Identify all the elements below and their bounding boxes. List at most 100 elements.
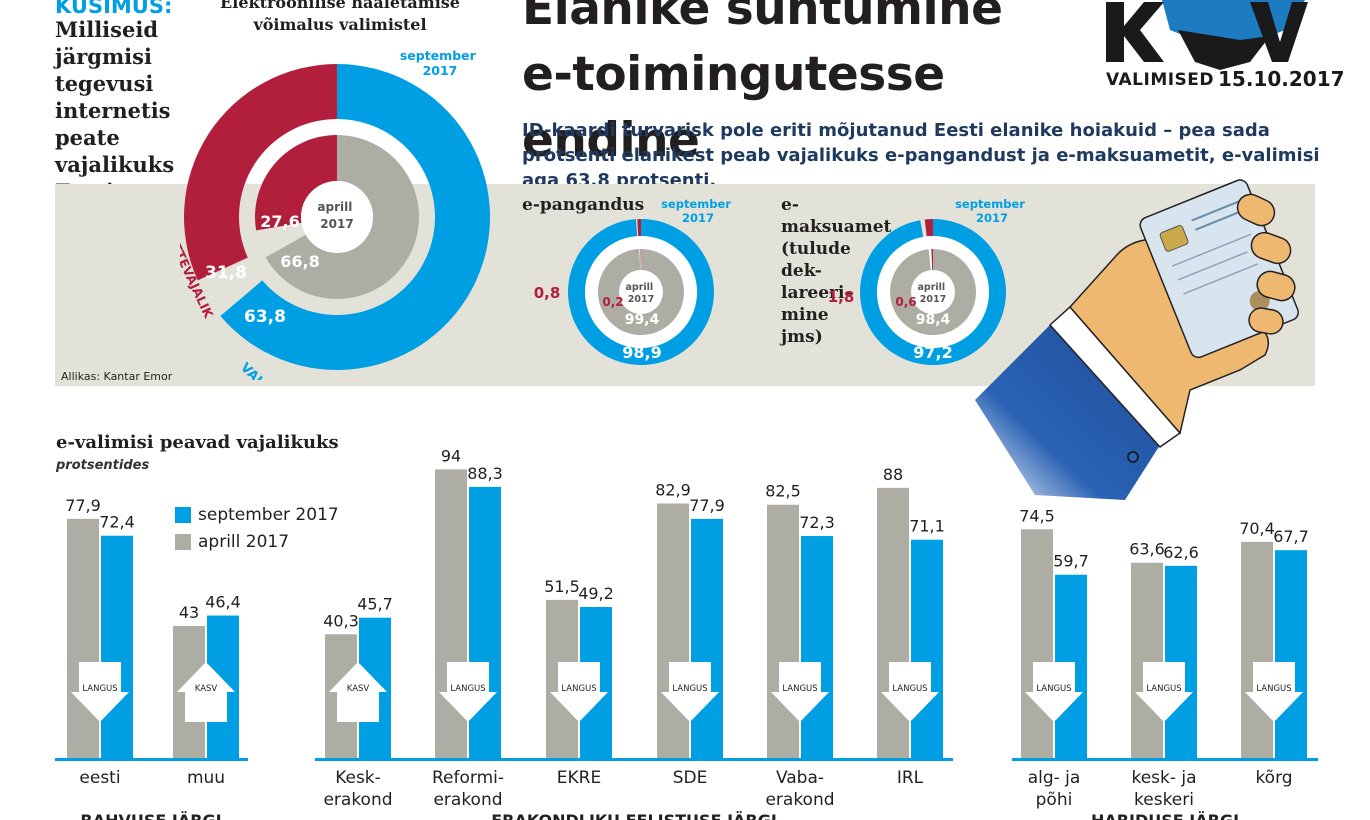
bar-september bbox=[911, 539, 943, 758]
finger-shape bbox=[1256, 270, 1296, 302]
decrease-arrow-icon bbox=[1135, 662, 1193, 722]
legend-label-april: aprill 2017 bbox=[198, 532, 290, 552]
id-card-chip-icon bbox=[1159, 225, 1189, 252]
value-label-september: 59,7 bbox=[1053, 552, 1089, 571]
value-label-september: 45,7 bbox=[357, 595, 393, 614]
e-banking-inner-label-line2: 2017 bbox=[628, 294, 654, 305]
decrease-arrow-icon bbox=[439, 662, 497, 722]
bar-april bbox=[767, 504, 799, 758]
small-0-inner-needed-slice bbox=[598, 249, 685, 335]
main-inner-needed-value: 66,8 bbox=[280, 252, 319, 271]
e-banking-donut: september 2017 aprill 2017 99,4 98,9 0,8… bbox=[534, 197, 731, 365]
category-label: muu bbox=[187, 768, 225, 788]
page-title: Elanike suhtumine e-toimingutesse endine bbox=[522, 0, 1082, 174]
e-banking-rings bbox=[568, 219, 714, 365]
needed-ring-label: VAJALIK bbox=[237, 360, 289, 380]
e-tax-inner-label-line2: 2017 bbox=[920, 294, 946, 305]
increase-arrow-icon bbox=[329, 662, 387, 722]
small-1-inner-not-needed-slice bbox=[931, 249, 933, 273]
arrow-label: LANGUS bbox=[82, 684, 117, 694]
bar-september bbox=[469, 486, 501, 758]
arrow-label: LANGUS bbox=[782, 684, 817, 694]
main-inner-needed-slice bbox=[265, 135, 420, 299]
main-outer-needed-slice bbox=[220, 64, 490, 370]
e-tax-outer-not-needed-value: 1,8 bbox=[828, 288, 855, 306]
id-card-line bbox=[1183, 263, 1258, 295]
value-label-september: 77,9 bbox=[689, 496, 725, 515]
category-label: Reformi- bbox=[432, 768, 504, 788]
category-label: SDE bbox=[673, 768, 708, 788]
e-banking-outer-label-line1: september bbox=[661, 197, 731, 211]
hand-shape bbox=[1068, 232, 1270, 435]
group-baseline bbox=[1012, 758, 1318, 761]
e-tax-title-line: lareeri- bbox=[781, 283, 852, 303]
category-label: IRL bbox=[897, 768, 924, 788]
category-label: kõrg bbox=[1255, 768, 1292, 788]
category-label: erakond bbox=[433, 790, 502, 810]
bar-april bbox=[877, 487, 909, 758]
small-0-inner-not-needed-slice bbox=[640, 249, 641, 273]
value-label-september: 71,1 bbox=[909, 517, 945, 536]
main-outer-not-needed-value: 31,8 bbox=[205, 263, 247, 283]
arrow-label: LANGUS bbox=[450, 684, 485, 694]
value-label-september: 49,2 bbox=[578, 584, 614, 603]
group-label: RAHVUSE JÄRGI bbox=[80, 811, 221, 820]
e-tax-title-line: jms) bbox=[781, 327, 823, 347]
id-card-line bbox=[1172, 233, 1252, 267]
value-label-september: 72,4 bbox=[99, 513, 135, 532]
arrow-label: LANGUS bbox=[1146, 684, 1181, 694]
legend-label-september: september 2017 bbox=[198, 505, 339, 525]
value-label-september: 72,3 bbox=[799, 513, 835, 532]
decrease-arrow-icon bbox=[881, 662, 939, 722]
category-label: Kesk- bbox=[335, 768, 381, 788]
main-inner-not-needed-slice bbox=[255, 135, 337, 231]
increase-arrow-icon bbox=[177, 662, 235, 722]
headline-line-1: Elanike suhtumine bbox=[522, 0, 1003, 36]
main-inner-label: aprill 2017 bbox=[317, 200, 356, 231]
e-banking-title: e-pangandus bbox=[522, 195, 645, 215]
legend-swatch-april bbox=[175, 534, 191, 550]
arrow-label: KASV bbox=[195, 684, 218, 694]
bar-september bbox=[801, 536, 833, 758]
main-outer-label: september 2017 bbox=[400, 48, 480, 78]
e-tax-inner-label-line1: aprill bbox=[918, 282, 946, 293]
e-tax-outer-needed-value: 97,2 bbox=[913, 343, 952, 362]
id-card-line bbox=[1191, 198, 1244, 222]
logo-k-letter bbox=[1106, 2, 1164, 62]
decrease-arrow-icon bbox=[550, 662, 608, 722]
category-label: eesti bbox=[79, 768, 120, 788]
e-banking-inner-needed-value: 99,4 bbox=[625, 312, 660, 328]
category-label: keskeri bbox=[1134, 790, 1194, 810]
e-tax-inner-label: aprill 2017 bbox=[918, 282, 949, 305]
e-tax-inner-needed-value: 98,4 bbox=[916, 312, 951, 328]
headline-line-2: e-toimingutesse endine bbox=[522, 47, 945, 168]
e-tax-donut: september 2017 aprill 2017 98,4 97,2 1,8… bbox=[828, 197, 1025, 365]
value-label-april: 82,5 bbox=[765, 482, 801, 501]
value-label-september: 67,7 bbox=[1273, 527, 1309, 546]
decrease-arrow-icon bbox=[1245, 662, 1303, 722]
category-label: alg- ja bbox=[1028, 768, 1081, 788]
value-label-april: 40,3 bbox=[323, 611, 359, 630]
bar-april bbox=[1241, 541, 1273, 758]
category-label: EKRE bbox=[557, 768, 601, 788]
category-label: kesk- ja bbox=[1131, 768, 1196, 788]
bar-september bbox=[1165, 565, 1197, 758]
bar-april bbox=[1131, 562, 1163, 758]
arrow-label: LANGUS bbox=[672, 684, 707, 694]
finger-shape bbox=[1236, 193, 1276, 227]
category-label: põhi bbox=[1036, 790, 1073, 810]
logo-date: 15.10.2017 bbox=[1218, 67, 1345, 91]
value-label-april: 70,4 bbox=[1239, 519, 1275, 538]
sleeve-shape bbox=[975, 325, 1160, 500]
e-banking-outer-label-line2: 2017 bbox=[682, 211, 714, 225]
e-tax-title-line: (tulude dek- bbox=[781, 239, 851, 281]
id-card-line bbox=[1177, 251, 1248, 281]
e-banking-inner-label: aprill 2017 bbox=[626, 282, 657, 305]
e-tax-title: e-maksuamet (tulude dek- lareeri- mine j… bbox=[781, 194, 891, 348]
main-donut-hole bbox=[301, 181, 373, 253]
decrease-arrow-icon bbox=[771, 662, 829, 722]
e-banking-outer-needed-value: 98,9 bbox=[622, 343, 661, 362]
bars-subtitle: protsentides bbox=[56, 458, 150, 473]
bars-title: e-valimisi peavad vajalikuks bbox=[56, 432, 339, 453]
group-label: ERAKONDLIKU EELISTUSE JÄRGI bbox=[491, 811, 777, 820]
